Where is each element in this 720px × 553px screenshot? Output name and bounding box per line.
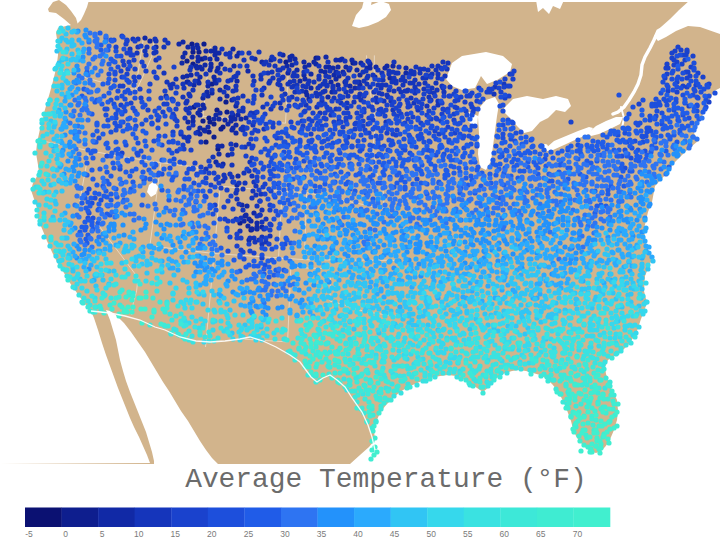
svg-text:-5: -5 xyxy=(25,529,33,539)
svg-text:20: 20 xyxy=(207,529,217,539)
svg-text:70: 70 xyxy=(573,529,583,539)
svg-text:10: 10 xyxy=(134,529,144,539)
svg-text:35: 35 xyxy=(317,529,327,539)
svg-text:Average Temperature (°F): Average Temperature (°F) xyxy=(185,464,587,495)
svg-text:15: 15 xyxy=(170,529,180,539)
svg-text:55: 55 xyxy=(463,529,473,539)
svg-text:45: 45 xyxy=(390,529,400,539)
svg-text:25: 25 xyxy=(244,529,254,539)
svg-text:50: 50 xyxy=(426,529,436,539)
svg-text:65: 65 xyxy=(536,529,546,539)
svg-text:0: 0 xyxy=(63,529,68,539)
svg-text:60: 60 xyxy=(500,529,510,539)
svg-text:5: 5 xyxy=(100,529,105,539)
svg-text:30: 30 xyxy=(280,529,290,539)
svg-text:40: 40 xyxy=(353,529,363,539)
